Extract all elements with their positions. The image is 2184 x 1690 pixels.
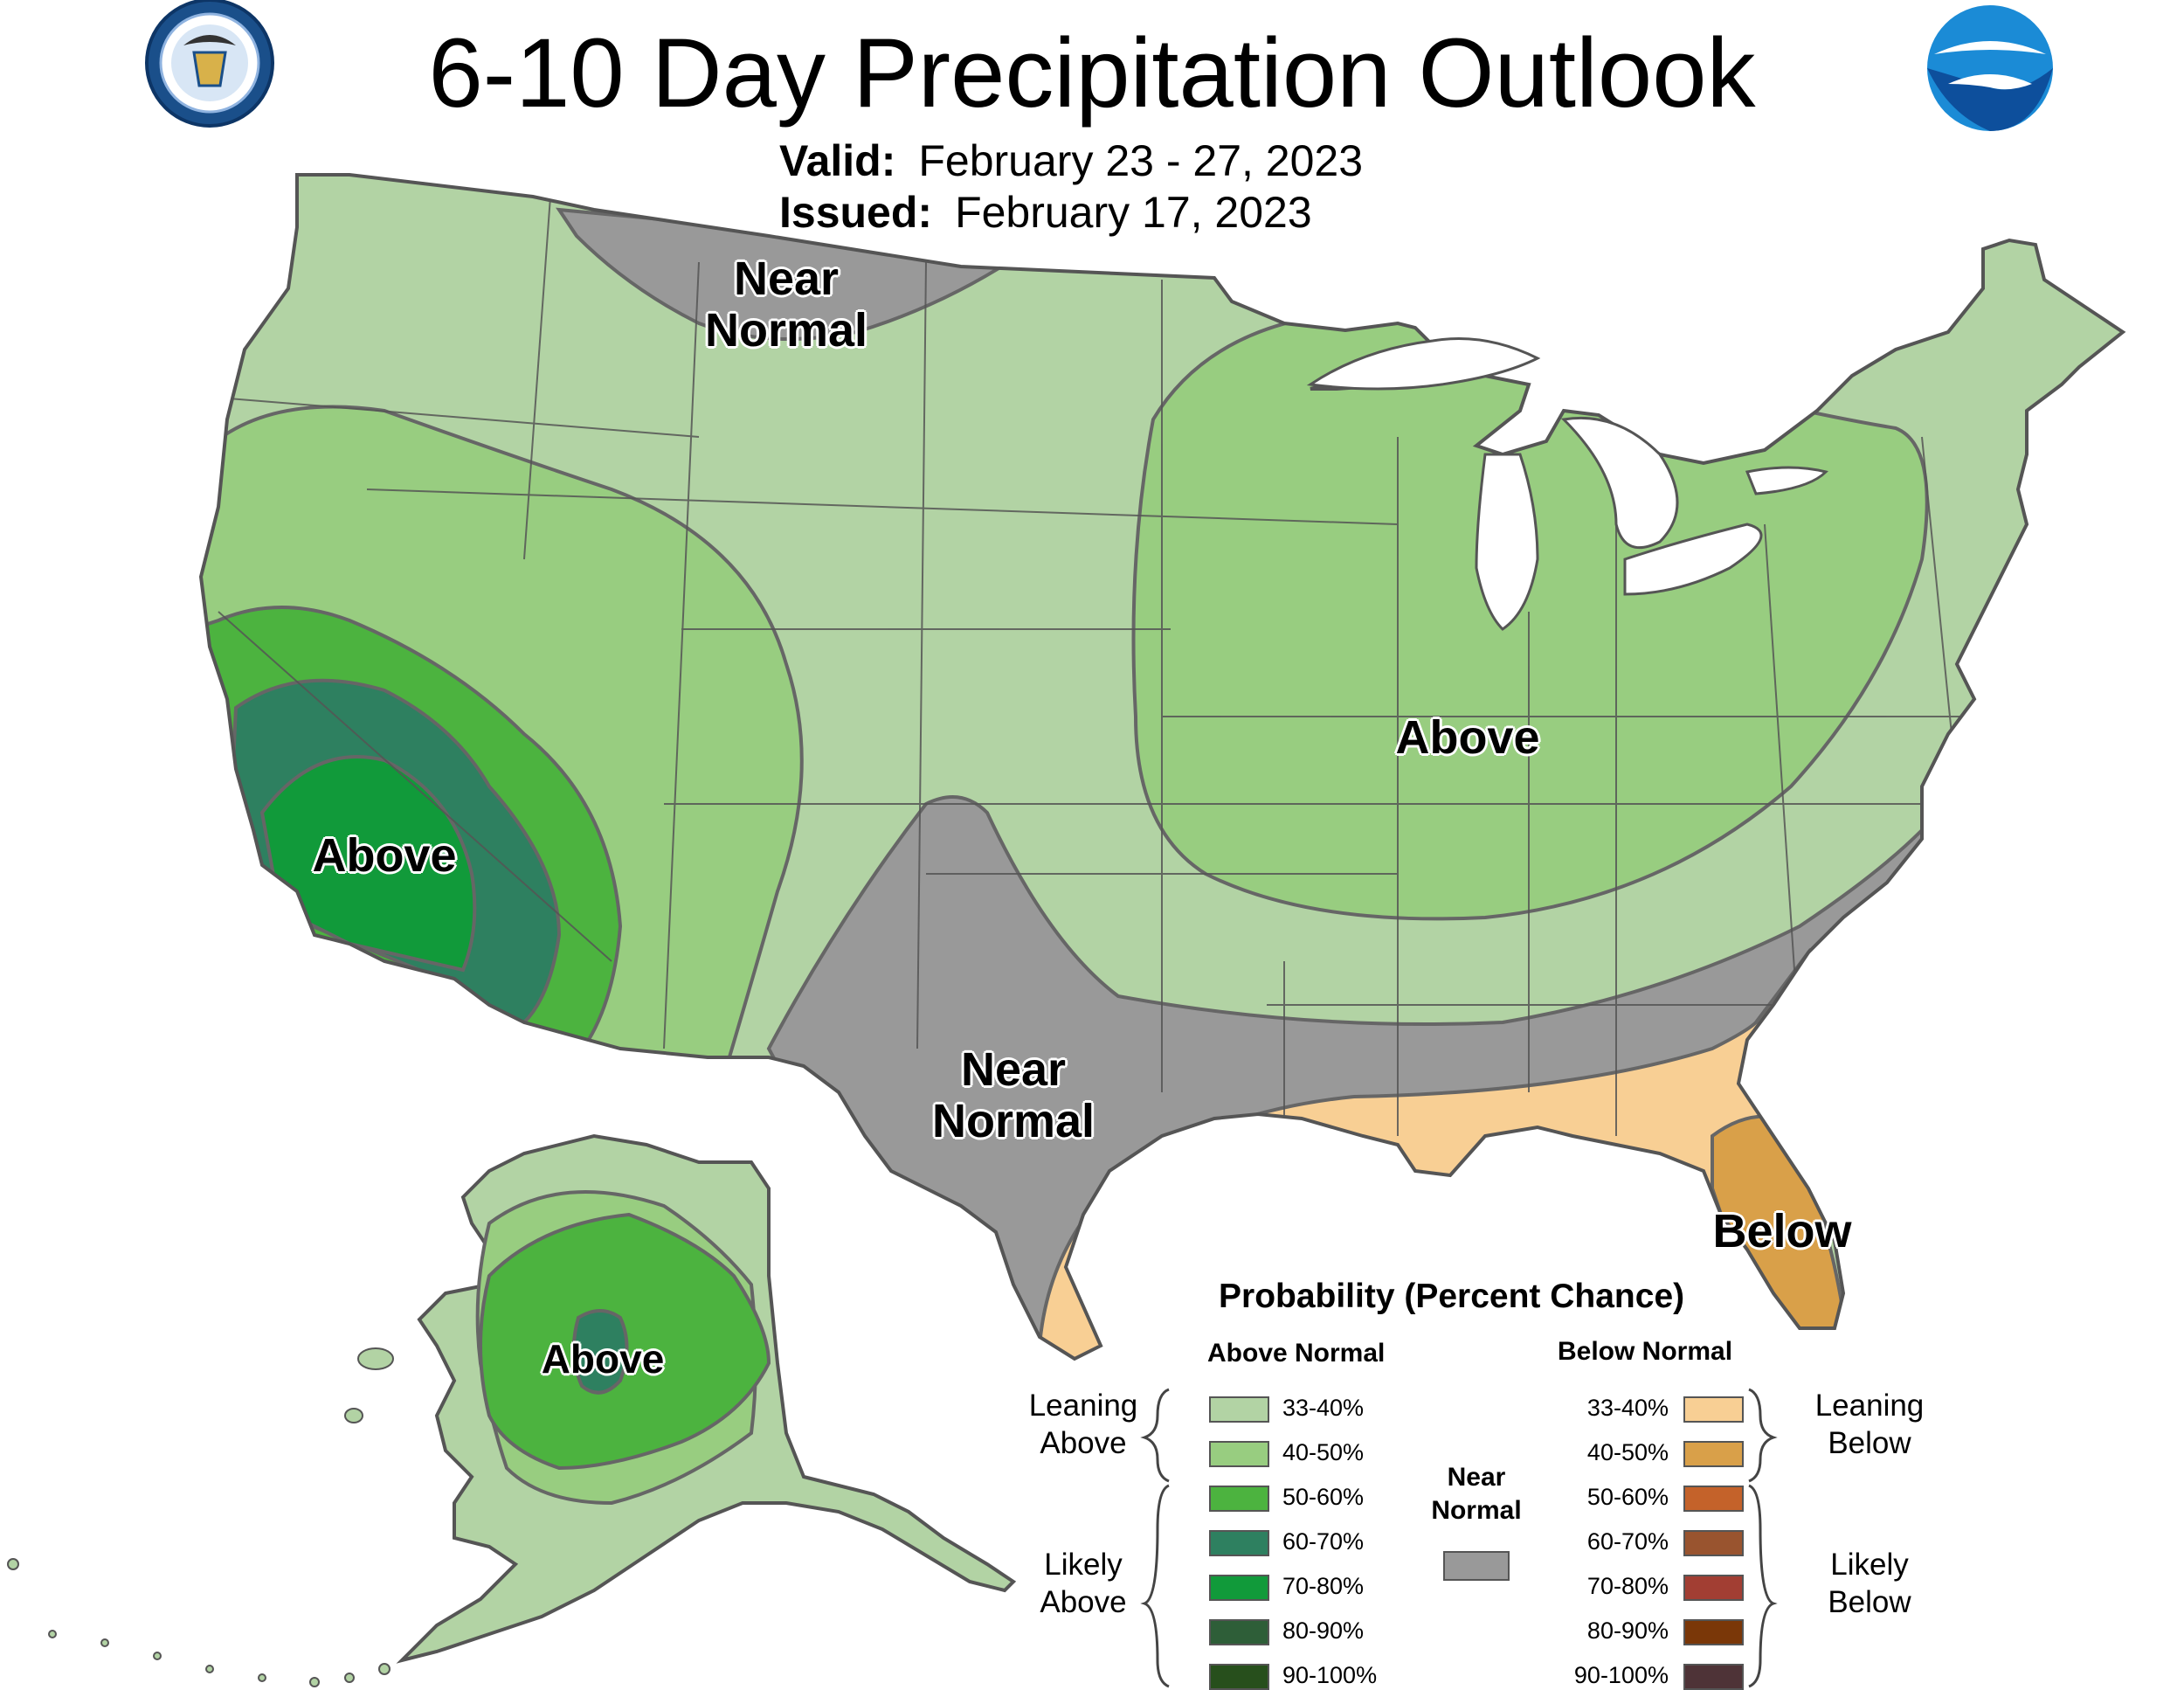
legend-title: Probability (Percent Chance)	[1219, 1278, 1685, 1315]
north-near-text: Near	[733, 253, 840, 305]
legend-above-swatch	[1209, 1396, 1269, 1423]
north-normal-text: Normal	[704, 304, 868, 357]
legend-below-swatch	[1683, 1619, 1744, 1645]
legend-near-normal: Near Normal	[1415, 1461, 1538, 1527]
north-near-normal-label: Near Normal	[699, 253, 874, 357]
legend-above-label: 80-90%	[1282, 1617, 1365, 1644]
near-normal-line1: Near	[1447, 1463, 1506, 1492]
valid-value: February 23 - 27, 2023	[918, 136, 1364, 185]
issued-label: Issued:	[779, 188, 933, 237]
legend-below-swatch	[1683, 1664, 1744, 1690]
legend-above-label: 60-70%	[1282, 1528, 1365, 1555]
legend-leaning-above: Leaning Above	[1018, 1388, 1149, 1462]
legend-below-label: 60-70%	[1586, 1528, 1669, 1555]
likely-above-line1: Likely	[1044, 1548, 1123, 1582]
legend-above-label: 33-40%	[1282, 1395, 1365, 1421]
issued-value: February 17, 2023	[955, 188, 1312, 237]
legend-below-swatch	[1683, 1530, 1744, 1556]
legend-below-label: 50-60%	[1586, 1484, 1669, 1510]
noaa-logo	[1927, 5, 2053, 131]
legend-likely-above: Likely Above	[1018, 1547, 1149, 1621]
legend-above-swatch	[1209, 1664, 1269, 1690]
legend-below-label: 33-40%	[1586, 1395, 1669, 1421]
below-label: Below	[1712, 1205, 1852, 1257]
east-above-label: Above	[1395, 711, 1540, 764]
legend-likely-below: Likely Below	[1804, 1547, 1935, 1621]
legend-below-label: 70-80%	[1586, 1573, 1669, 1599]
leaning-above-line2: Above	[1040, 1425, 1127, 1460]
page-title: 6-10 Day Precipitation Outlook	[428, 18, 1756, 128]
south-near-text: Near	[960, 1043, 1067, 1096]
near-normal-line2: Normal	[1431, 1495, 1522, 1525]
likely-above-line2: Above	[1040, 1584, 1127, 1619]
west-above-label: Above	[312, 829, 457, 882]
legend-below-label: 80-90%	[1586, 1617, 1669, 1644]
valid-line: Valid: February 23 - 27, 2023	[779, 135, 1363, 186]
legend-above-label: 40-50%	[1282, 1439, 1365, 1465]
leaning-above-line1: Leaning	[1028, 1389, 1138, 1423]
alaska-above-label: Above	[541, 1336, 665, 1382]
legend-leaning-below: Leaning Below	[1804, 1388, 1935, 1462]
leaning-below-line1: Leaning	[1814, 1389, 1925, 1423]
legend-below-label: 40-50%	[1586, 1439, 1669, 1465]
near-normal-swatch	[1443, 1551, 1510, 1581]
legend-above-label: 70-80%	[1282, 1573, 1365, 1599]
legend-above-swatch	[1209, 1575, 1269, 1601]
likely-below-line1: Likely	[1830, 1548, 1909, 1582]
legend-above-swatch	[1209, 1441, 1269, 1467]
south-normal-text: Normal	[931, 1095, 1095, 1148]
legend-above-swatch	[1209, 1486, 1269, 1512]
legend-below-swatch	[1683, 1575, 1744, 1601]
legend-above-label: 50-60%	[1282, 1484, 1365, 1510]
legend-above-swatch	[1209, 1530, 1269, 1556]
legend-below-swatch	[1683, 1486, 1744, 1512]
valid-label: Valid:	[779, 136, 896, 185]
leaning-below-line2: Below	[1828, 1425, 1911, 1460]
doc-seal-logo	[145, 0, 274, 128]
legend-above-swatch	[1209, 1619, 1269, 1645]
legend-below-swatch	[1683, 1441, 1744, 1467]
legend-below-swatch	[1683, 1396, 1744, 1423]
legend-above-label: 90-100%	[1282, 1662, 1378, 1688]
issued-line: Issued: February 17, 2023	[779, 187, 1312, 238]
likely-below-line2: Below	[1828, 1584, 1911, 1619]
legend-below-label: 90-100%	[1573, 1662, 1669, 1688]
south-near-normal-label: Near Normal	[917, 1043, 1109, 1148]
legend-above-header: Above Normal	[1207, 1339, 1386, 1368]
legend-below-header: Below Normal	[1558, 1337, 1733, 1366]
